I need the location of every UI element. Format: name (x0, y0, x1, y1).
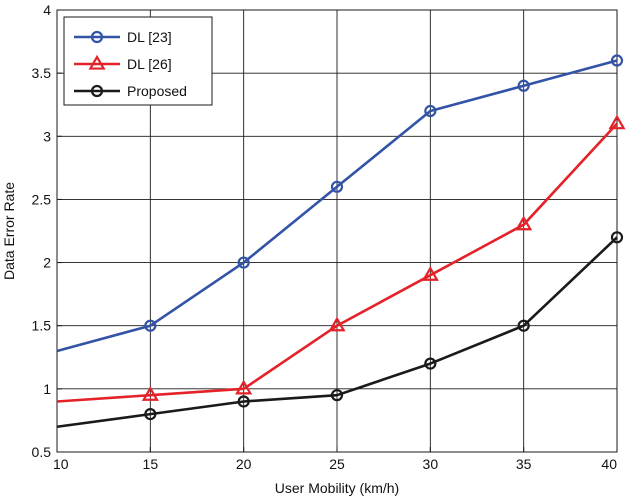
data-point (608, 114, 626, 130)
series-line (56, 236, 618, 429)
x-axis-label: User Mobility (km/h) (275, 480, 399, 496)
legend: DL [23] DL [26] Proposed (63, 16, 213, 106)
data-point (237, 256, 250, 269)
y-tick-label: 3.5 (32, 65, 52, 81)
x-tick-label: 40 (601, 456, 617, 472)
legend-label: DL [26] (127, 56, 172, 72)
y-tick-label: 0.5 (32, 444, 52, 460)
x-tick-label: 30 (423, 456, 439, 472)
axis-ticks: 10 15 20 25 30 35 40 0.5 1 1.5 2 2.5 3 3.5 4 (32, 2, 618, 472)
series-0 (56, 54, 624, 353)
data-point (515, 215, 533, 231)
data-point (610, 54, 624, 67)
legend-marker (90, 84, 104, 98)
legend-entry: DL [26] (74, 54, 172, 72)
y-tick-label: 2 (43, 255, 51, 271)
x-tick-label: 20 (236, 456, 252, 472)
series-line (56, 59, 618, 353)
x-tick-label: 35 (516, 456, 532, 472)
legend-marker (90, 30, 104, 44)
data-point (237, 395, 250, 408)
y-tick-label: 4 (43, 2, 51, 18)
y-tick-label: 2.5 (32, 191, 52, 207)
y-axis-label: Data Error Rate (1, 182, 17, 280)
data-point (421, 265, 439, 281)
legend-label: Proposed (127, 83, 187, 99)
y-tick-label: 3 (43, 128, 51, 144)
legend-label: DL [23] (127, 29, 172, 45)
data-series (56, 54, 626, 429)
data-point (330, 389, 344, 402)
data-point (144, 408, 157, 421)
x-tick-label: 10 (53, 456, 69, 472)
data-point (424, 357, 437, 370)
series-2 (56, 231, 624, 429)
y-tick-label: 1 (43, 381, 51, 397)
x-tick-label: 25 (329, 456, 345, 472)
data-point (141, 385, 159, 401)
data-point (330, 180, 344, 193)
data-point (328, 316, 346, 332)
legend-entry: Proposed (74, 83, 187, 99)
data-point (517, 79, 530, 92)
data-point (517, 319, 530, 332)
legend-entry: DL [23] (74, 29, 172, 45)
data-point (424, 104, 437, 118)
x-tick-label: 15 (143, 456, 159, 472)
series-1 (56, 114, 626, 403)
data-point (235, 379, 253, 395)
data-point (144, 319, 157, 332)
legend-marker (88, 54, 106, 70)
data-point (610, 231, 624, 244)
series-line (56, 122, 618, 403)
y-tick-label: 1.5 (32, 318, 52, 334)
